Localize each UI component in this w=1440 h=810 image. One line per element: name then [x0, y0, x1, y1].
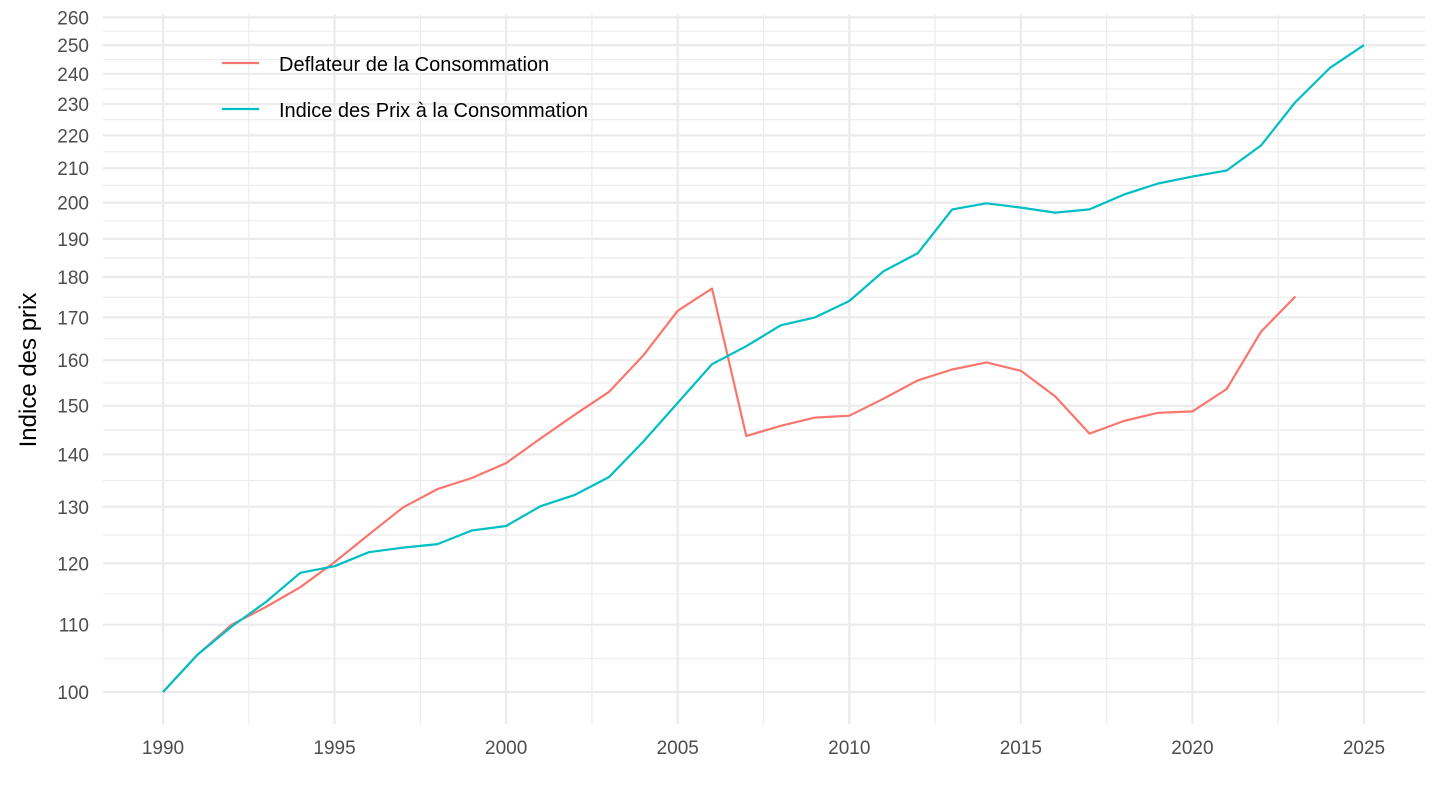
x-tick-label: 2015: [1000, 738, 1042, 759]
y-axis-title: Indice des prix: [15, 293, 42, 448]
major-y-gridlines: [103, 16, 1425, 694]
y-tick-label: 170: [57, 308, 89, 329]
x-tick-label: 2005: [657, 738, 699, 759]
x-axis-tick-labels: 1990 1995 2000 2005 2010 2015 2020 2025: [142, 738, 1385, 759]
y-tick-label: 250: [57, 36, 89, 57]
minor-x-gridlines: [248, 14, 1279, 724]
legend-label-deflateur: Deflateur de la Consommation: [279, 54, 549, 76]
y-tick-label: 190: [57, 230, 89, 251]
y-tick-label: 100: [57, 683, 89, 704]
x-tick-label: 2010: [828, 738, 870, 759]
x-tick-label: 2025: [1343, 738, 1385, 759]
x-tick-label: 1995: [313, 738, 355, 759]
x-tick-label: 2000: [485, 738, 527, 759]
y-tick-label: 160: [57, 351, 89, 372]
y-tick-label: 110: [59, 616, 89, 637]
x-tick-label: 1990: [142, 738, 184, 759]
series-0: [162, 287, 1297, 693]
series-line-0: [162, 287, 1297, 693]
y-tick-label: 120: [57, 554, 89, 575]
x-tick-label: 2020: [1171, 738, 1213, 759]
series-line-1: [162, 44, 1365, 693]
legend-label-ipc: Indice des Prix à la Consommation: [279, 100, 588, 122]
legend: Deflateur de la Consommation Indice des …: [222, 54, 588, 122]
y-tick-label: 210: [57, 159, 89, 180]
y-tick-label: 200: [57, 194, 89, 215]
y-tick-label: 130: [57, 498, 89, 519]
y-tick-label: 240: [57, 65, 89, 86]
y-tick-label: 260: [57, 8, 89, 29]
major-x-gridlines: [161, 14, 1366, 724]
y-tick-label: 220: [57, 126, 89, 147]
series-1: [162, 44, 1365, 693]
y-tick-label: 150: [57, 397, 89, 418]
y-tick-label: 230: [57, 95, 89, 116]
series-layer: [162, 44, 1365, 693]
y-tick-label: 140: [57, 445, 89, 466]
y-axis-tick-labels: 100 110 120 130 140 150 160 170 180 190 200 210 220 2…: [57, 8, 89, 704]
y-tick-label: 180: [57, 268, 89, 289]
